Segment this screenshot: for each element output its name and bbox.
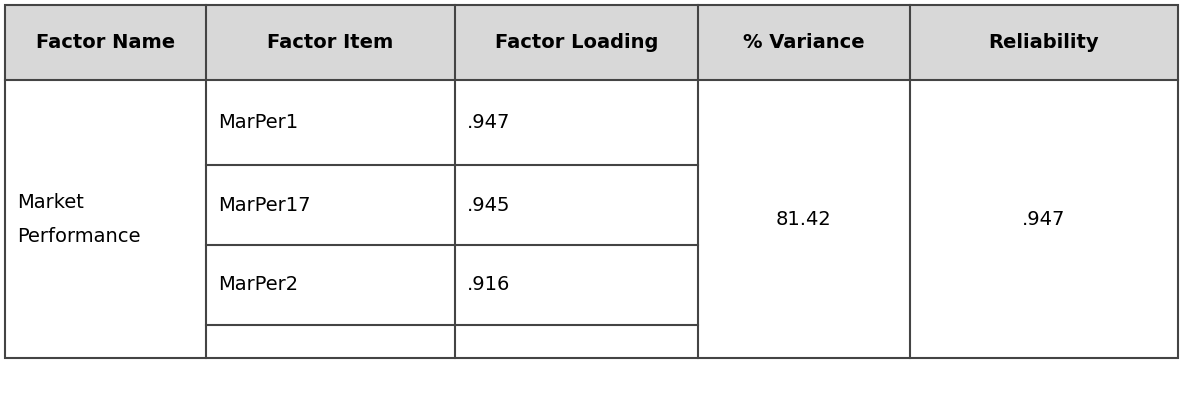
Text: Factor Item: Factor Item: [267, 33, 394, 52]
Text: % Variance: % Variance: [743, 33, 865, 52]
Text: Factor Name: Factor Name: [35, 33, 175, 52]
Text: .916: .916: [467, 275, 510, 294]
Text: MarPer2: MarPer2: [218, 275, 298, 294]
Bar: [5, 80, 1178, 358]
Text: .947: .947: [467, 113, 510, 132]
Text: MarPer17: MarPer17: [218, 195, 310, 214]
Text: 81.42: 81.42: [776, 210, 832, 229]
Text: .945: .945: [467, 195, 511, 214]
Bar: [5, 5, 1178, 80]
Bar: [5, 5, 1178, 358]
Text: Market
Performance: Market Performance: [17, 193, 141, 245]
Text: Factor Loading: Factor Loading: [494, 33, 658, 52]
Text: MarPer1: MarPer1: [218, 113, 298, 132]
Text: Reliability: Reliability: [989, 33, 1099, 52]
Text: .947: .947: [1022, 210, 1066, 229]
